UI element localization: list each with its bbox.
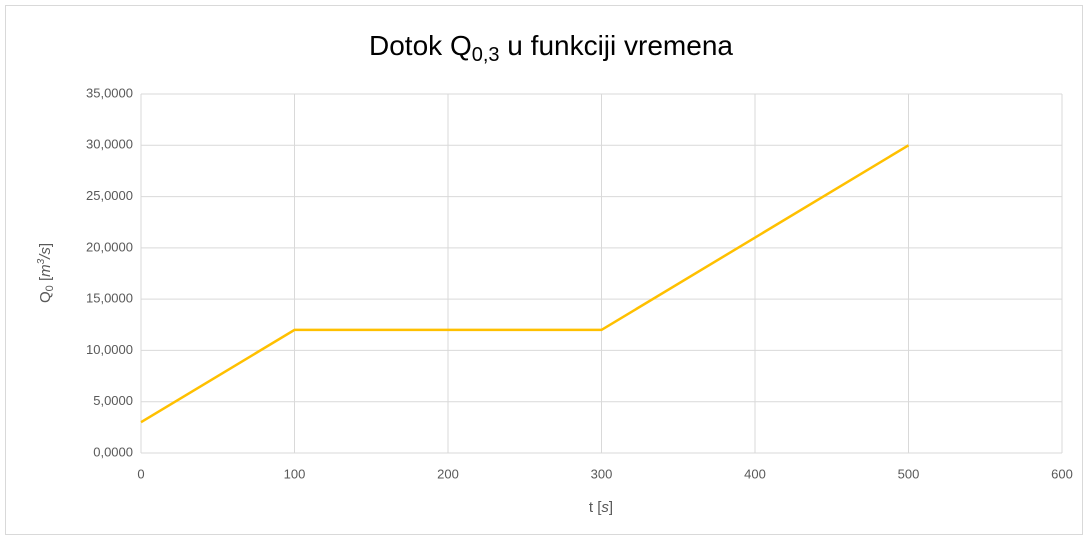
label-part: s <box>37 247 54 255</box>
label-part: [ <box>37 276 54 285</box>
x-axis-label: t [s] <box>589 499 613 516</box>
x-tick-label: 300 <box>591 466 613 481</box>
title-subscript: 0,3 <box>472 44 500 66</box>
y-tick-label: 10,0000 <box>86 342 133 357</box>
label-part: ] <box>37 243 54 247</box>
label-part: 3 <box>36 258 47 264</box>
chart-border <box>5 5 1083 535</box>
y-tick-label: 0,0000 <box>93 444 133 459</box>
x-tick-label: 200 <box>437 466 459 481</box>
x-tick-label: 100 <box>284 466 306 481</box>
title-part: Dotok Q <box>369 30 472 61</box>
label-part: t [ <box>589 499 602 516</box>
label-part: m <box>37 264 54 277</box>
x-tick-label: 500 <box>898 466 920 481</box>
chart-title: Dotok Q0,3 u funkciji vremena <box>369 30 733 66</box>
x-tick-label: 600 <box>1051 466 1073 481</box>
data-line <box>140 144 910 424</box>
y-tick-label: 20,0000 <box>86 239 133 254</box>
x-tick-label: 0 <box>137 466 144 481</box>
x-tick-label: 400 <box>744 466 766 481</box>
y-tick-label: 35,0000 <box>86 85 133 100</box>
y-tick-label: 25,0000 <box>86 188 133 203</box>
label-part: s <box>601 499 609 516</box>
label-part: ] <box>609 499 613 516</box>
label-part: / <box>37 253 54 260</box>
label-part: 0 <box>44 285 56 291</box>
y-axis-label: Q0 [m3/s] <box>36 243 56 303</box>
y-tick-label: 30,0000 <box>86 137 133 152</box>
y-tick-label: 15,0000 <box>86 291 133 306</box>
label-part: Q <box>37 291 54 303</box>
y-tick-label: 5,0000 <box>93 393 133 408</box>
title-part: u funkciji vremena <box>500 30 734 61</box>
